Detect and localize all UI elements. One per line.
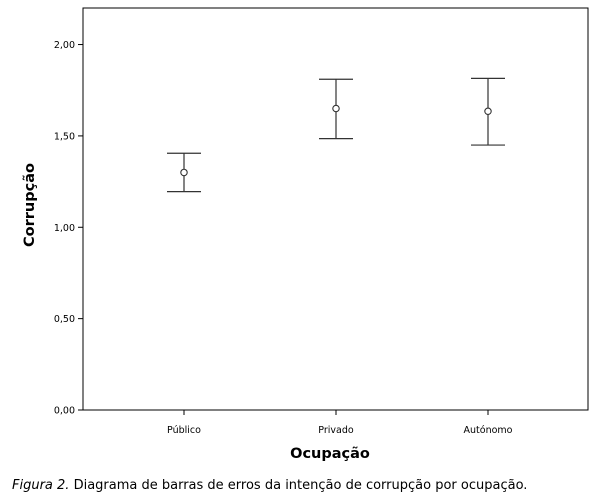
plot-frame: [82, 7, 589, 411]
plot-border: [82, 7, 589, 411]
y-axis-title: Corrupção: [22, 163, 38, 247]
error-bars: [167, 77, 505, 193]
y-tick-label: 1,50: [54, 131, 75, 142]
y-tick-label: 0,00: [54, 406, 75, 417]
y-tick-label: 2,00: [54, 40, 75, 51]
figure-caption: Figura 2. Diagrama de barras de erros da…: [12, 478, 527, 493]
y-axis-ticks: 0,00 0,50 1,00 1,50 2,00: [54, 40, 83, 417]
figure-label: Figura 2.: [12, 478, 70, 493]
error-bar-chart: 0,00 0,50 1,00 1,50 2,00 Público Privado Autón…: [22, 7, 589, 462]
mean-point: [180, 168, 188, 177]
y-tick-label: 1,00: [54, 223, 75, 234]
x-axis-title: Ocupação: [290, 446, 370, 462]
x-tick-label: Autónomo: [464, 425, 513, 436]
mean-point: [332, 104, 340, 113]
caption-text: Diagrama de barras de erros da intenção …: [73, 478, 528, 493]
y-tick-label: 0,50: [54, 314, 75, 325]
x-axis-ticks: Público Privado Autónomo: [167, 410, 513, 436]
mean-point: [484, 107, 492, 115]
x-tick-label: Privado: [318, 425, 354, 436]
x-tick-label: Público: [167, 425, 201, 436]
